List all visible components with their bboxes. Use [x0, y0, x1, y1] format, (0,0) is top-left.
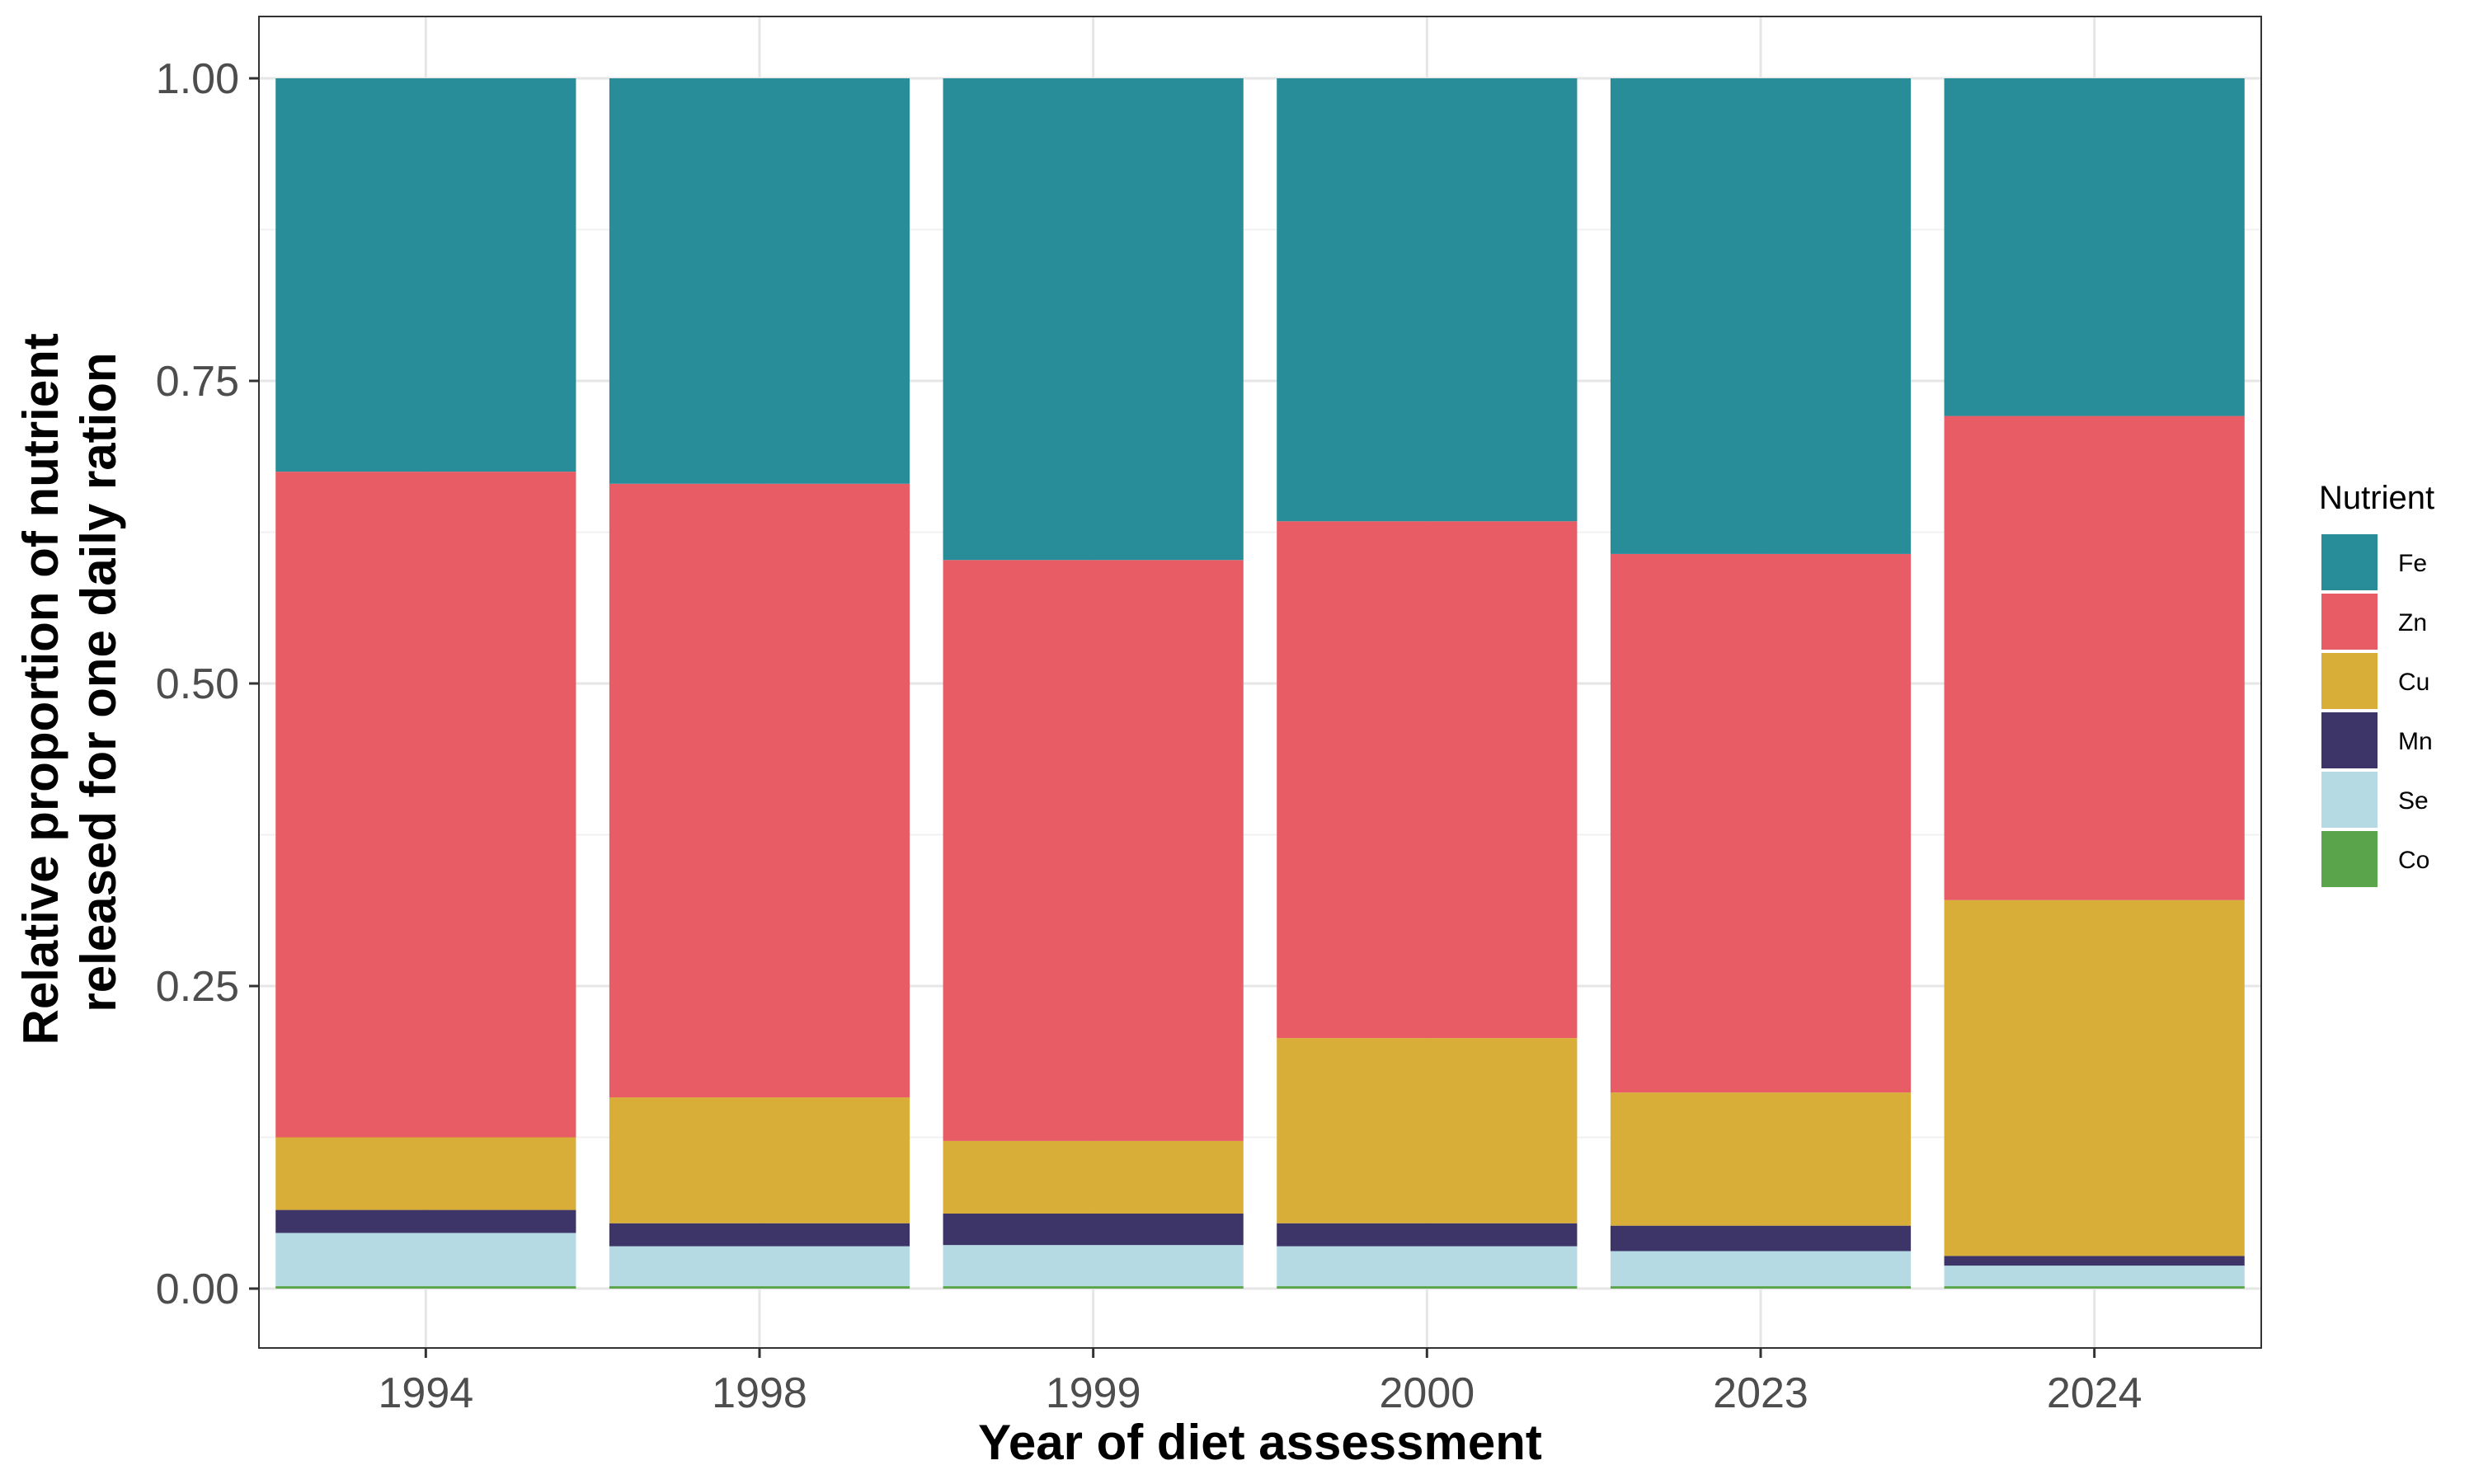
bar-cu-1994	[275, 1137, 576, 1210]
legend-label-co: Co	[2398, 847, 2429, 874]
bar-mn-1999	[943, 1213, 1244, 1246]
x-axis-title: Year of diet assessment	[978, 1415, 1542, 1470]
y-tick-label: 0.00	[156, 1266, 239, 1313]
bar-mn-1994	[275, 1209, 576, 1233]
x-tick-label: 1994	[378, 1369, 473, 1417]
legend-label-fe: Fe	[2398, 550, 2427, 577]
x-tick-label: 2024	[2047, 1369, 2142, 1417]
legend: Nutrient Fe Zn Cu Mn Se Co	[2319, 480, 2434, 887]
bar-fe-1994	[275, 78, 576, 472]
y-axis-title-line-2: released for one daily ration	[71, 352, 126, 1012]
x-axis: 1994 1998 1999 2000 2023 2024	[378, 1348, 2142, 1417]
bar-co-2023	[1610, 1286, 1912, 1289]
x-tick-label: 2023	[1713, 1369, 1808, 1417]
bar-fe-1999	[943, 78, 1244, 561]
bar-zn-2023	[1610, 553, 1912, 1093]
bar-co-2000	[1277, 1286, 1578, 1289]
bars	[275, 78, 2245, 1289]
y-tick-label: 0.50	[156, 660, 239, 708]
bar-se-1999	[943, 1245, 1244, 1287]
bar-fe-2024	[1944, 78, 2245, 416]
bar-mn-1998	[609, 1223, 910, 1247]
bar-mn-2024	[1944, 1256, 2245, 1266]
bar-zn-1994	[275, 472, 576, 1138]
x-tick-label: 2000	[1379, 1369, 1475, 1417]
bar-cu-1999	[943, 1140, 1244, 1214]
bar-cu-2024	[1944, 899, 2245, 1256]
bar-co-1994	[275, 1286, 576, 1289]
bar-zn-1998	[609, 483, 910, 1098]
bar-fe-1998	[609, 78, 910, 484]
bar-se-1994	[275, 1233, 576, 1287]
bar-zn-2000	[1277, 521, 1578, 1039]
legend-title: Nutrient	[2319, 480, 2434, 516]
legend-key-co	[2321, 831, 2378, 887]
bar-zn-2024	[1944, 416, 2245, 900]
x-tick-label: 1998	[712, 1369, 807, 1417]
x-tick-label: 1999	[1046, 1369, 1141, 1417]
y-axis: 0.00 0.25 0.50 0.75 1.00	[156, 55, 259, 1313]
bar-se-2024	[1944, 1266, 2245, 1287]
legend-label-mn: Mn	[2398, 728, 2433, 755]
y-tick-label: 0.75	[156, 358, 239, 406]
bar-zn-1999	[943, 560, 1244, 1141]
bar-fe-2023	[1610, 78, 1912, 554]
y-tick-label: 0.25	[156, 963, 239, 1011]
bar-cu-2023	[1610, 1092, 1912, 1226]
bar-cu-2000	[1277, 1038, 1578, 1223]
bar-fe-2000	[1277, 78, 1578, 522]
bar-mn-2000	[1277, 1223, 1578, 1247]
bar-se-1998	[609, 1246, 910, 1287]
bar-se-2000	[1277, 1246, 1578, 1287]
legend-label-se: Se	[2398, 787, 2429, 815]
y-axis-title-line-1: Relative proportion of nutrient	[13, 333, 68, 1045]
bar-cu-1998	[609, 1097, 910, 1223]
legend-key-cu	[2321, 653, 2378, 709]
legend-key-se	[2321, 772, 2378, 828]
legend-label-zn: Zn	[2398, 609, 2427, 636]
bar-co-1999	[943, 1286, 1244, 1289]
legend-key-fe	[2321, 534, 2378, 590]
bar-co-2024	[1944, 1286, 2245, 1289]
bar-mn-2023	[1610, 1225, 1912, 1252]
legend-key-mn	[2321, 712, 2378, 768]
legend-key-zn	[2321, 594, 2378, 650]
bar-se-2023	[1610, 1251, 1912, 1287]
y-axis-title: Relative proportion of nutrient released…	[13, 320, 126, 1045]
y-tick-label: 1.00	[156, 55, 239, 103]
bar-co-1998	[609, 1286, 910, 1289]
legend-label-cu: Cu	[2398, 669, 2429, 696]
